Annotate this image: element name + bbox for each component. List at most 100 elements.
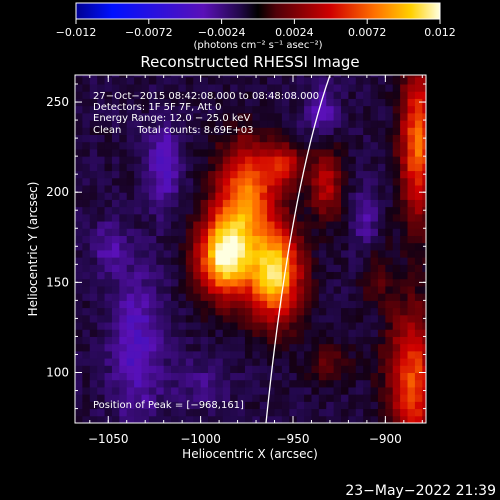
heatmap-cell — [200, 134, 209, 143]
heatmap-cell — [141, 249, 150, 258]
heatmap-cell — [333, 372, 342, 381]
heatmap-cell — [75, 300, 83, 309]
heatmap-cell — [185, 192, 194, 200]
heatmap-cell — [230, 264, 239, 273]
heatmap-cell — [244, 242, 253, 251]
heatmap-cell — [185, 91, 194, 99]
heatmap-cell — [89, 213, 98, 222]
heatmap-cell — [208, 300, 216, 309]
heatmap-cell — [141, 329, 150, 337]
heatmap-cell — [185, 112, 194, 121]
heatmap-cell — [208, 379, 216, 388]
heatmap-cell — [326, 314, 335, 323]
heatmap-cell — [119, 343, 128, 352]
heatmap-cell — [348, 329, 357, 337]
heatmap-cell — [281, 394, 290, 402]
heatmap-cell — [244, 264, 253, 273]
heatmap-cell — [281, 91, 290, 99]
heatmap-cell — [237, 105, 246, 114]
heatmap-cell — [318, 379, 327, 388]
heatmap-cell — [244, 249, 253, 258]
heatmap-cell — [267, 199, 276, 208]
heatmap-cell — [171, 84, 179, 92]
heatmap-cell — [326, 192, 335, 200]
heatmap-cell — [363, 228, 372, 236]
heatmap-cell — [193, 358, 202, 366]
heatmap-cell — [318, 365, 327, 374]
heatmap-cell — [326, 329, 335, 337]
heatmap-cell — [326, 141, 335, 150]
heatmap-cell — [355, 75, 364, 78]
heatmap-cell — [230, 148, 239, 157]
heatmap-cell — [200, 156, 209, 164]
heatmap-cell — [252, 156, 261, 164]
heatmap-cell — [252, 343, 261, 352]
heatmap-cell — [126, 343, 135, 352]
heatmap-cell — [185, 98, 194, 107]
heatmap-cell — [311, 401, 320, 410]
heatmap-cell — [274, 249, 283, 258]
heatmap-cell — [333, 184, 342, 193]
heatmap-cell — [267, 394, 276, 402]
heatmap-cell — [208, 235, 216, 244]
heatmap-cell — [193, 365, 202, 374]
heatmap-cell — [171, 112, 179, 121]
heatmap-cell — [200, 264, 209, 273]
heatmap-cell — [193, 372, 202, 381]
heatmap-cell — [89, 184, 98, 193]
heatmap-cell — [400, 105, 409, 114]
heatmap-cell — [370, 415, 379, 423]
heatmap-cell — [355, 401, 364, 410]
heatmap-cell — [82, 300, 91, 309]
heatmap-cell — [289, 322, 298, 330]
heatmap-cell — [148, 235, 157, 244]
heatmap-cell — [385, 75, 394, 78]
heatmap-cell — [355, 221, 364, 229]
heatmap-cell — [259, 76, 268, 85]
heatmap-cell — [400, 127, 409, 136]
heatmap-cell — [281, 170, 290, 179]
heatmap-cell — [392, 235, 401, 244]
heatmap-cell — [148, 206, 157, 215]
heatmap-cell — [89, 285, 98, 294]
heatmap-cell — [348, 386, 357, 395]
heatmap-cell — [178, 307, 187, 316]
heatmap-cell — [392, 343, 401, 352]
heatmap-cell — [119, 163, 128, 172]
heatmap-cell — [171, 105, 179, 114]
heatmap-cell — [370, 394, 379, 402]
heatmap-cell — [156, 76, 165, 85]
heatmap-cell — [163, 199, 172, 208]
heatmap-cell — [259, 401, 268, 410]
heatmap-cell — [385, 336, 394, 345]
heatmap-cell — [178, 257, 187, 265]
heatmap-cell — [200, 235, 209, 244]
heatmap-cell — [259, 213, 268, 222]
heatmap-cell — [370, 91, 379, 99]
heatmap-cell — [326, 120, 335, 128]
heatmap-cell — [200, 307, 209, 316]
heatmap-cell — [148, 257, 157, 265]
heatmap-cell — [281, 235, 290, 244]
heatmap-cell — [385, 386, 394, 395]
heatmap-cell — [126, 112, 135, 121]
heatmap-cell — [370, 98, 379, 107]
heatmap-cell — [193, 293, 202, 301]
heatmap-cell — [215, 148, 224, 157]
heatmap-cell — [134, 408, 143, 417]
heatmap-cell — [82, 257, 91, 265]
heatmap-cell — [274, 112, 283, 121]
chart-title: Reconstructed RHESSI Image — [140, 53, 359, 71]
heatmap-cell — [111, 271, 120, 280]
heatmap-cell — [126, 329, 135, 337]
heatmap-cell — [141, 300, 150, 309]
heatmap-cell — [97, 76, 106, 85]
heatmap-cell — [326, 300, 335, 309]
heatmap-cell — [230, 228, 239, 236]
heatmap-cell — [341, 350, 349, 359]
heatmap-cell — [281, 314, 290, 323]
heatmap-cell — [259, 192, 268, 200]
heatmap-cell — [171, 300, 179, 309]
heatmap-cell — [407, 365, 416, 374]
heatmap-cell — [274, 322, 283, 330]
